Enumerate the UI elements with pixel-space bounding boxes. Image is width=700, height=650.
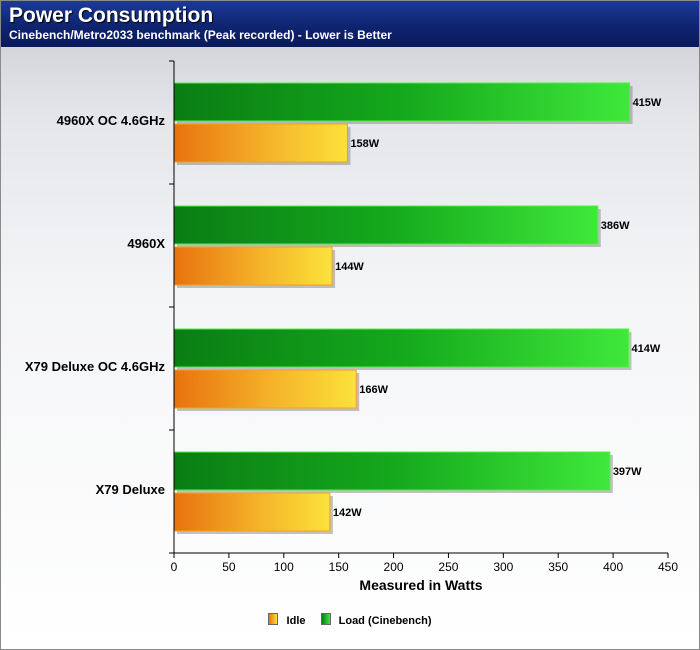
category-label-x79-deluxe: X79 Deluxe [96, 482, 165, 497]
legend-item-load: Load (Cinebench) [320, 613, 432, 627]
bar-idle-4960x [173, 246, 333, 286]
x-tick-label: 450 [658, 560, 678, 574]
bar-load-4960x-oc-4-6ghz [173, 82, 631, 122]
data-label-load-4960x-oc-4-6ghz: 415W [633, 97, 662, 109]
x-tick-label: 250 [438, 560, 458, 574]
legend: Idle Load (Cinebench) [1, 613, 699, 627]
x-tick-label: 300 [493, 560, 513, 574]
data-label-idle-x79-deluxe-oc-4-6ghz: 166W [359, 384, 388, 396]
axes-group: 4960X OC 4.6GHz 4960X X79 Deluxe OC 4.6GHz… [25, 60, 678, 574]
data-label-idle-4960x-oc-4-6ghz: 158W [350, 138, 379, 150]
legend-swatch-idle [268, 613, 279, 625]
x-tick-label: 0 [171, 560, 178, 574]
chart-subtitle: Cinebench/Metro2033 benchmark (Peak reco… [9, 28, 392, 42]
x-tick-label: 50 [222, 560, 236, 574]
chart-title: Power Consumption [9, 4, 214, 27]
x-tick-label: 400 [603, 560, 623, 574]
category-label-x79-deluxe-oc-4-6ghz: X79 Deluxe OC 4.6GHz [25, 359, 166, 374]
legend-swatch-load [320, 613, 331, 625]
chart-header: Power Consumption Cinebench/Metro2033 be… [1, 1, 699, 47]
x-tick-label: 100 [274, 560, 294, 574]
x-tick-label: 150 [329, 560, 349, 574]
legend-label-load: Load (Cinebench) [338, 615, 432, 627]
bar-idle-x79-deluxe [173, 492, 331, 532]
x-tick-label: 350 [548, 560, 568, 574]
x-tick-label: 200 [384, 560, 404, 574]
legend-item-idle: Idle [268, 613, 306, 627]
bar-load-x79-deluxe-oc-4-6ghz [173, 328, 629, 368]
data-label-idle-4960x: 144W [335, 261, 364, 273]
bar-idle-x79-deluxe-oc-4-6ghz [173, 369, 357, 409]
bar-load-x79-deluxe [173, 451, 611, 491]
bars-group: 415W 158W 386W 144W 414W 166W 397W 142W [173, 82, 662, 534]
category-label-4960x: 4960X [127, 236, 165, 251]
data-label-load-4960x: 386W [601, 220, 630, 232]
x-axis-label: Measured in Watts [359, 577, 482, 593]
data-label-load-x79-deluxe: 397W [613, 466, 642, 478]
category-label-4960x-oc-4-6ghz: 4960X OC 4.6GHz [57, 113, 166, 128]
bar-load-4960x [173, 205, 599, 245]
bar-idle-4960x-oc-4-6ghz [173, 123, 348, 163]
data-label-idle-x79-deluxe: 142W [333, 507, 362, 519]
legend-label-idle: Idle [286, 615, 306, 627]
data-label-load-x79-deluxe-oc-4-6ghz: 414W [631, 343, 660, 355]
